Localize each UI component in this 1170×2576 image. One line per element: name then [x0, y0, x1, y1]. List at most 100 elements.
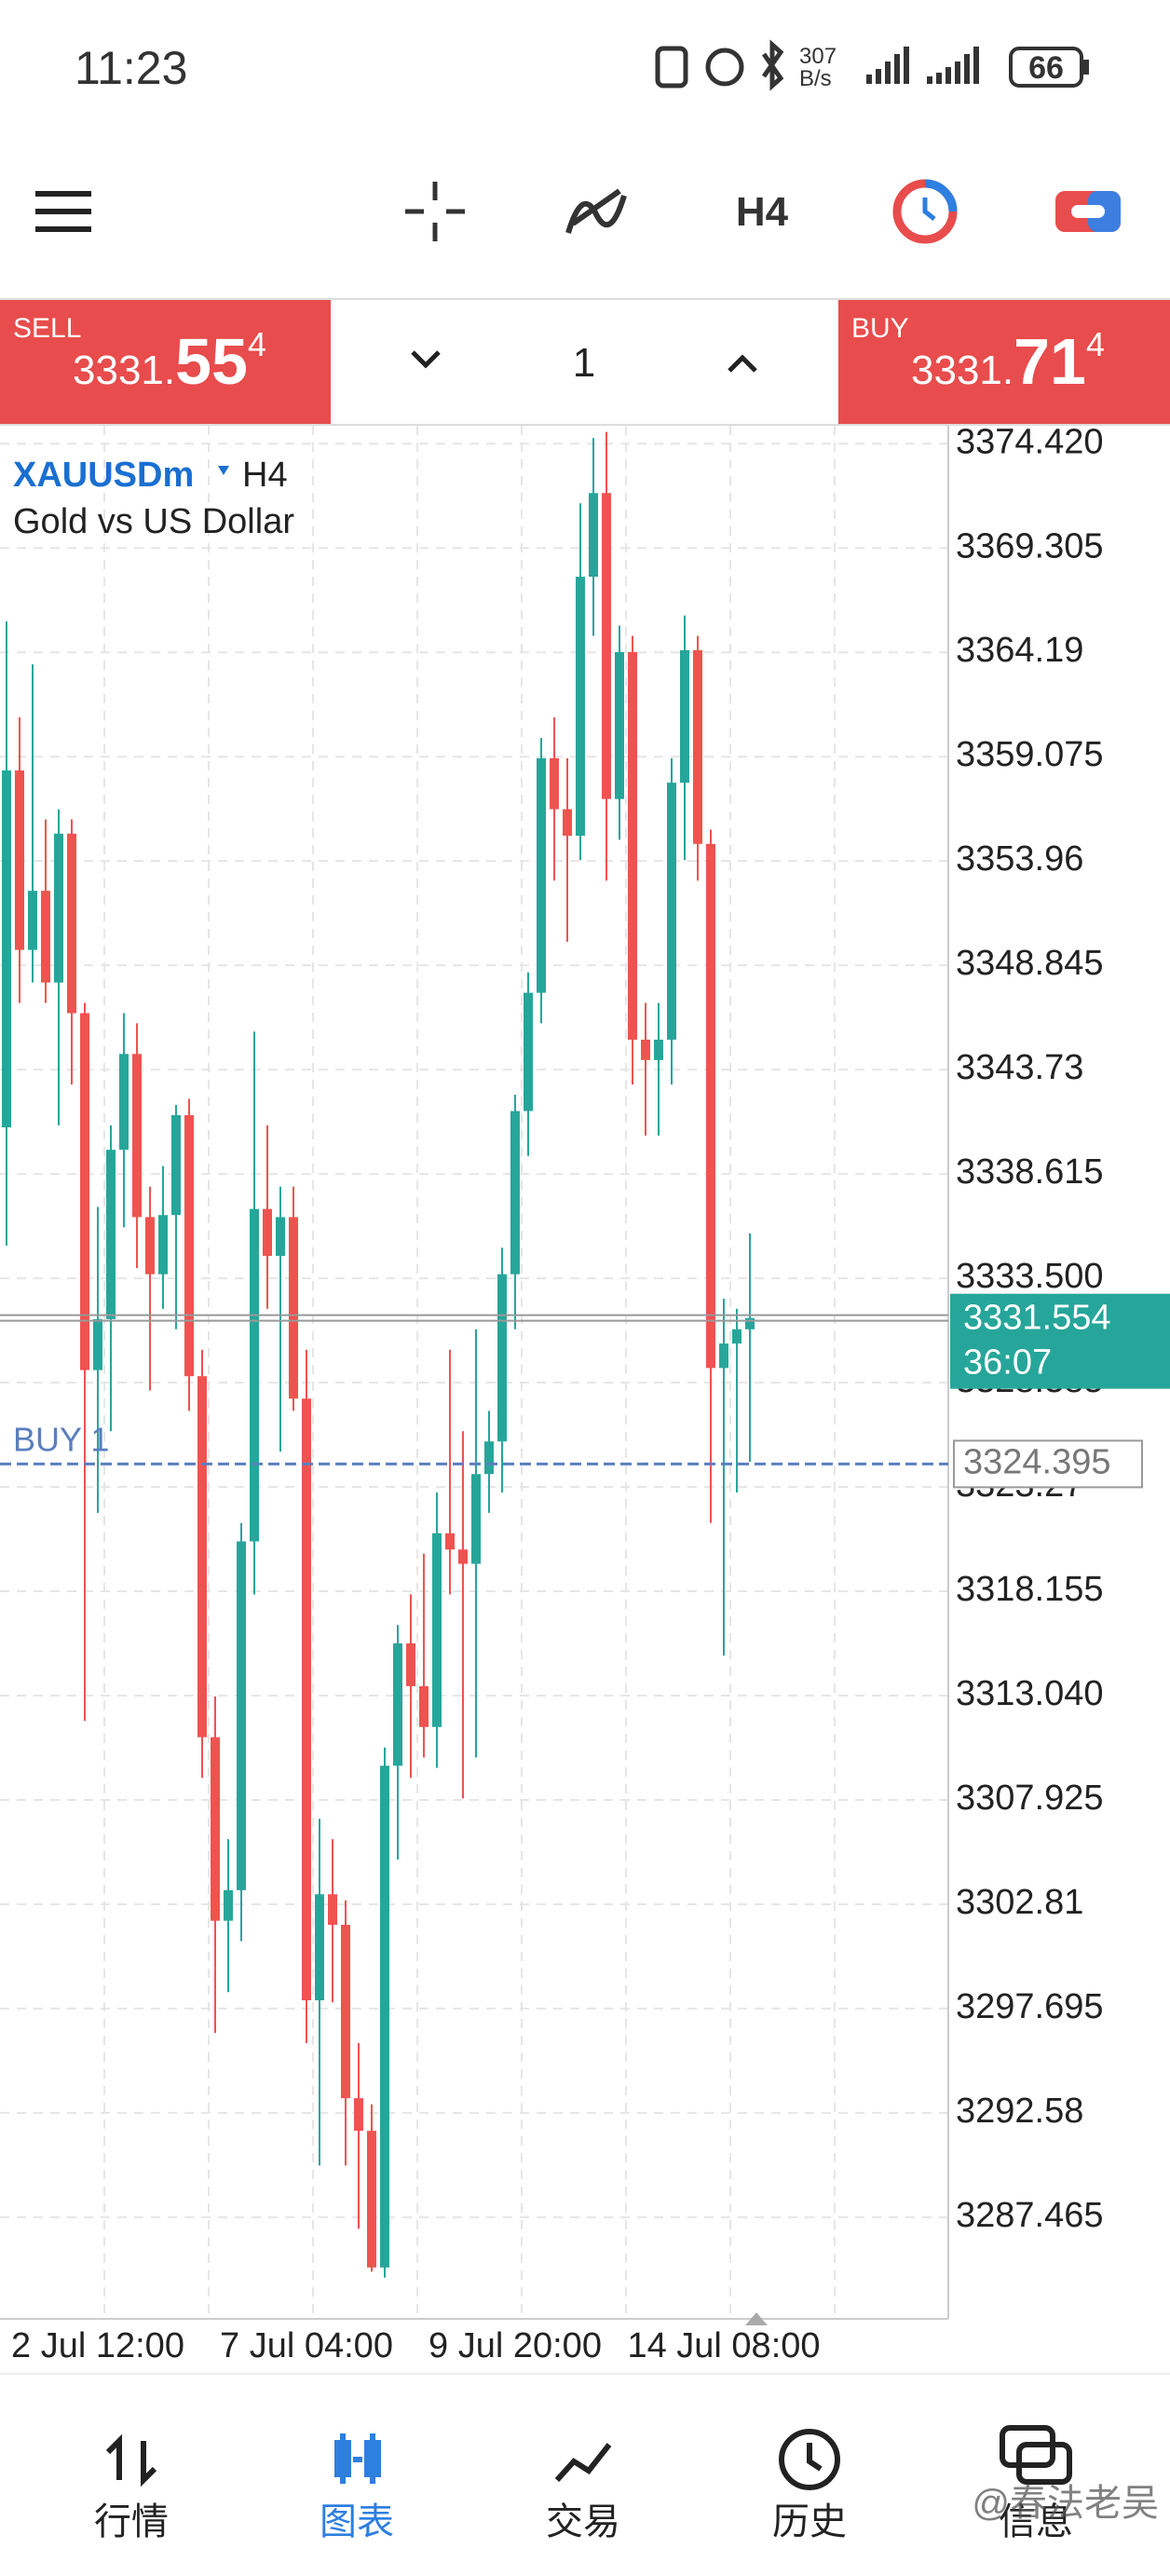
candle-body: [276, 1217, 285, 1256]
candle-body: [537, 757, 546, 993]
candle-body: [497, 1274, 507, 1442]
candle-body: [315, 1894, 324, 2001]
nav-tab[interactable]: 历史: [772, 2501, 847, 2542]
candle-body: [237, 1541, 246, 1890]
x-tick-label: 7 Jul 04:00: [220, 2326, 393, 2365]
battery-tip: [1083, 60, 1089, 75]
volume-down[interactable]: [411, 350, 441, 369]
nav-tab[interactable]: 行情: [94, 2501, 169, 2542]
menu-button[interactable]: [35, 191, 91, 232]
symbol-description: Gold vs US Dollar: [13, 502, 294, 541]
order-price-box: [953, 1439, 1143, 1489]
y-tick-label: 3364.19: [956, 631, 1083, 670]
y-tick-label: 3353.96: [956, 839, 1083, 879]
candle-body: [589, 493, 598, 577]
candle-body: [328, 1894, 337, 1926]
candle-body: [354, 2098, 363, 2132]
candle-body: [393, 1642, 402, 1766]
status-icons: [655, 39, 784, 91]
candle-body: [263, 1208, 272, 1256]
candle-body: [211, 1737, 220, 1921]
x-tick-label: 2 Jul 12:00: [11, 2326, 184, 2365]
candle-body: [119, 1054, 129, 1151]
candle-body: [184, 1114, 194, 1377]
candle-body: [341, 1925, 350, 2099]
candle-body: [289, 1217, 298, 1399]
candle-body: [641, 1039, 650, 1060]
candle-body: [250, 1208, 259, 1542]
candle-body: [28, 891, 37, 950]
current-price: 3331.554: [963, 1299, 1111, 1338]
candle-body: [158, 1215, 168, 1274]
y-tick-label: 3333.500: [956, 1257, 1104, 1296]
sell-price-sup: 4: [248, 325, 266, 363]
candle-body: [615, 651, 624, 799]
sell-price-head: 3331.: [73, 348, 175, 393]
candle-body: [745, 1317, 755, 1329]
indicators-button[interactable]: [565, 188, 627, 234]
nav-icons: [105, 2425, 1072, 2490]
timeframe-button[interactable]: H4: [736, 189, 789, 235]
candle-body: [563, 809, 572, 837]
objects-button[interactable]: [892, 179, 958, 244]
chart-timeframe: H4: [242, 456, 288, 495]
net-speed: 307: [799, 44, 837, 69]
y-tick-label: 3313.040: [956, 1674, 1104, 1713]
volume[interactable]: 1: [573, 340, 595, 386]
candle-body: [680, 649, 689, 784]
sell-button[interactable]: [0, 300, 331, 424]
bottom-nav: 行情 图表 交易 历史 信息: [94, 2501, 1073, 2542]
y-tick-label: 3297.695: [956, 1987, 1104, 2026]
candle-body: [445, 1533, 455, 1550]
candle-body: [602, 493, 611, 799]
buy-price-sup: 4: [1086, 325, 1105, 363]
crosshair-button[interactable]: [405, 182, 465, 241]
candle-body: [432, 1533, 442, 1727]
y-tick-label: 3359.075: [956, 735, 1104, 774]
symbol[interactable]: XAUUSDm: [13, 456, 194, 495]
sell-price-big: 55: [175, 325, 248, 398]
nav-tab[interactable]: 信息: [999, 2501, 1073, 2542]
candle-body: [719, 1343, 728, 1369]
y-tick-label: 3318.155: [956, 1570, 1104, 1609]
x-tick-label: 9 Jul 20:00: [429, 2326, 602, 2365]
buy-label: BUY: [851, 313, 909, 344]
candle-body: [15, 770, 24, 950]
y-tick-label: 3343.73: [956, 1048, 1083, 1087]
candle-body: [524, 992, 533, 1111]
y-tick-label: 3348.845: [956, 944, 1104, 983]
candle-body: [654, 1039, 663, 1060]
candle-body: [732, 1329, 741, 1344]
y-tick-label: 3369.305: [956, 526, 1104, 566]
candle-body: [132, 1054, 142, 1218]
candle-body: [667, 783, 676, 1040]
candle-body: [80, 1013, 89, 1370]
order-label: BUY 1: [13, 1420, 109, 1458]
scroll-marker: [745, 2312, 768, 2325]
candle-body: [145, 1217, 155, 1274]
buy-button[interactable]: [838, 300, 1170, 424]
symbol-dropdown[interactable]: [218, 466, 229, 475]
clock: 11:23: [75, 42, 187, 94]
candle-body: [419, 1685, 429, 1727]
candle-body: [406, 1642, 415, 1686]
order-price: 3324.395: [963, 1442, 1111, 1481]
sell-label: SELL: [13, 313, 81, 344]
y-tick-label: 3302.81: [956, 1883, 1083, 1922]
chart: 3374.420 3369.305 3364.19 3359.075 3353.96 33…: [0, 422, 1170, 2365]
nav-tab[interactable]: 交易: [546, 2501, 620, 2542]
bar-countdown: 36:07: [963, 1343, 1052, 1383]
buy-price-big: 71: [1014, 325, 1086, 398]
candle-body: [693, 649, 702, 844]
signal-bars: [866, 47, 979, 84]
sell-price: 3331.554: [73, 325, 266, 398]
candle-body: [41, 891, 50, 983]
battery: [1009, 47, 1083, 88]
y-tick-label: 3307.925: [956, 1779, 1104, 1818]
nav-tab[interactable]: 图表: [320, 2501, 394, 2542]
y-tick-label: 3338.615: [956, 1152, 1104, 1192]
y-tick-label: 3287.465: [956, 2196, 1104, 2235]
volume-up[interactable]: [728, 354, 757, 373]
trade-button[interactable]: [1055, 191, 1121, 232]
